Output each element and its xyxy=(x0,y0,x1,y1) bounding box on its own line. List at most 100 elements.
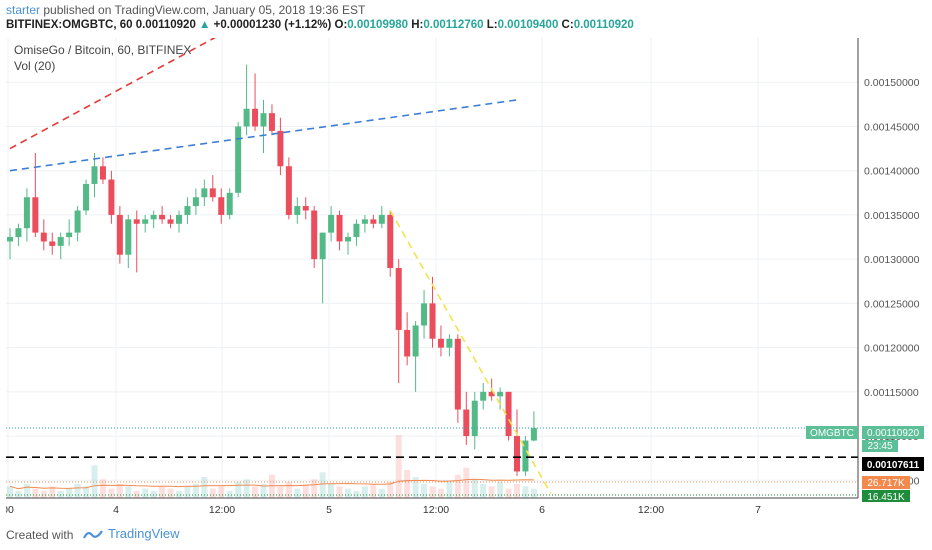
grid xyxy=(6,38,858,498)
volume-bar xyxy=(319,472,326,498)
volume-bar xyxy=(277,486,284,498)
candle-body xyxy=(7,237,13,242)
close-value: 0.00110920 xyxy=(573,19,634,31)
volume-ma-line xyxy=(9,478,534,490)
candle-body xyxy=(437,338,444,348)
open-label: O: xyxy=(334,19,348,31)
brand-label: TradingView xyxy=(108,526,180,541)
open-value: 0.00109980 xyxy=(347,19,409,31)
candle-body xyxy=(125,219,132,255)
volume-bar xyxy=(370,484,377,498)
candle-body xyxy=(530,428,537,441)
volume-bar xyxy=(387,481,394,498)
candle-body xyxy=(23,197,30,229)
candle-body xyxy=(429,303,436,339)
candle-body xyxy=(395,268,402,330)
candle-body xyxy=(235,126,242,193)
volume-bar xyxy=(480,484,487,498)
last-price: 0.00110920 xyxy=(135,19,196,31)
volume-bar xyxy=(23,484,30,498)
volume-bar xyxy=(404,470,411,498)
y-tick-label: 0.00145000 xyxy=(864,121,920,133)
volume-bar xyxy=(184,486,191,498)
candle-body xyxy=(514,436,520,472)
candle-body xyxy=(345,237,351,242)
candle-body xyxy=(505,391,512,437)
volume-bar xyxy=(412,477,419,498)
volume-bar xyxy=(336,486,343,498)
volume-bar xyxy=(345,488,351,498)
candle-body xyxy=(32,197,39,233)
volume-bar xyxy=(361,486,368,498)
x-tick-label: 12:00 xyxy=(423,504,449,516)
volume-bar xyxy=(99,479,106,498)
candle-body xyxy=(167,219,174,224)
candle-body xyxy=(497,391,504,397)
volume-bar xyxy=(268,474,275,498)
axes: 0.00150000 0.00145000 0.00140000 0.00135000… xyxy=(2,38,920,516)
volume-bar xyxy=(285,481,292,498)
low-value: 0.00109400 xyxy=(497,19,559,31)
volume-bar xyxy=(116,484,123,498)
trendline xyxy=(389,210,552,494)
candles xyxy=(7,64,537,476)
volume-bar xyxy=(91,465,98,498)
candle-body xyxy=(387,214,394,268)
candle-body xyxy=(15,228,22,238)
candle-body xyxy=(378,214,385,224)
volume-bar xyxy=(108,488,115,498)
y-tick-label: 0.00120000 xyxy=(864,343,920,355)
created-with-label: Created with xyxy=(6,528,74,542)
candle-body xyxy=(319,232,326,260)
y-tick-label: 0.00150000 xyxy=(864,77,920,89)
candle-body xyxy=(285,166,292,215)
candle-body xyxy=(454,338,461,410)
candle-body xyxy=(40,232,47,242)
volume-bar xyxy=(294,488,301,498)
candle-body xyxy=(116,214,123,255)
vol-ma-badge-bg xyxy=(862,476,910,489)
candle-body xyxy=(268,113,275,131)
price-chart[interactable]: 0.00150000 0.00145000 0.00140000 0.00135000… xyxy=(2,15,926,518)
volume-bar xyxy=(167,488,174,498)
candle-body xyxy=(480,391,487,401)
x-tick-label: 4 xyxy=(113,504,119,516)
trendlines[interactable] xyxy=(9,15,552,494)
tradingview-brand[interactable]: TradingView xyxy=(82,526,180,541)
candle-body xyxy=(83,183,90,211)
volume-bar xyxy=(226,491,233,498)
candle-body xyxy=(421,303,428,326)
volume-bar xyxy=(176,491,182,498)
candle-body xyxy=(91,166,98,184)
high-label: H: xyxy=(411,19,424,31)
x-tick-label: 5 xyxy=(326,504,332,516)
volume-bar xyxy=(192,484,199,498)
volume-bar xyxy=(378,488,385,498)
candle-body xyxy=(159,214,166,220)
countdown: 23:45 xyxy=(867,441,892,452)
volume-bar xyxy=(522,486,529,498)
candle-body xyxy=(74,210,81,233)
volume-legend: Vol (20) xyxy=(14,59,55,73)
trendline xyxy=(9,15,256,150)
up-arrow-icon: ▲ xyxy=(199,19,211,31)
candle-body xyxy=(108,179,115,215)
candle-body xyxy=(412,325,419,357)
chart-area[interactable]: 0.00150000 0.00145000 0.00140000 0.00135000… xyxy=(2,15,926,518)
x-tick-label: 12:00 xyxy=(638,504,664,516)
chart-legend-title: OmiseGo / Bitcoin, 60, BITFINEX xyxy=(14,43,191,57)
low-label: L: xyxy=(486,19,498,31)
level-badge-bg xyxy=(862,457,924,471)
volume-bar xyxy=(311,479,318,498)
candle-body xyxy=(243,108,250,127)
volume-bars xyxy=(7,435,537,498)
countdown-bg xyxy=(862,440,898,452)
volume-bar xyxy=(530,488,537,498)
close-label: C: xyxy=(561,19,574,31)
volume-bar xyxy=(302,484,309,498)
volume-bar xyxy=(463,467,470,498)
high-value: 0.00112760 xyxy=(423,19,484,31)
author-link[interactable]: starter xyxy=(6,3,41,17)
volume-bar xyxy=(235,481,242,498)
volume-bar xyxy=(488,486,495,498)
